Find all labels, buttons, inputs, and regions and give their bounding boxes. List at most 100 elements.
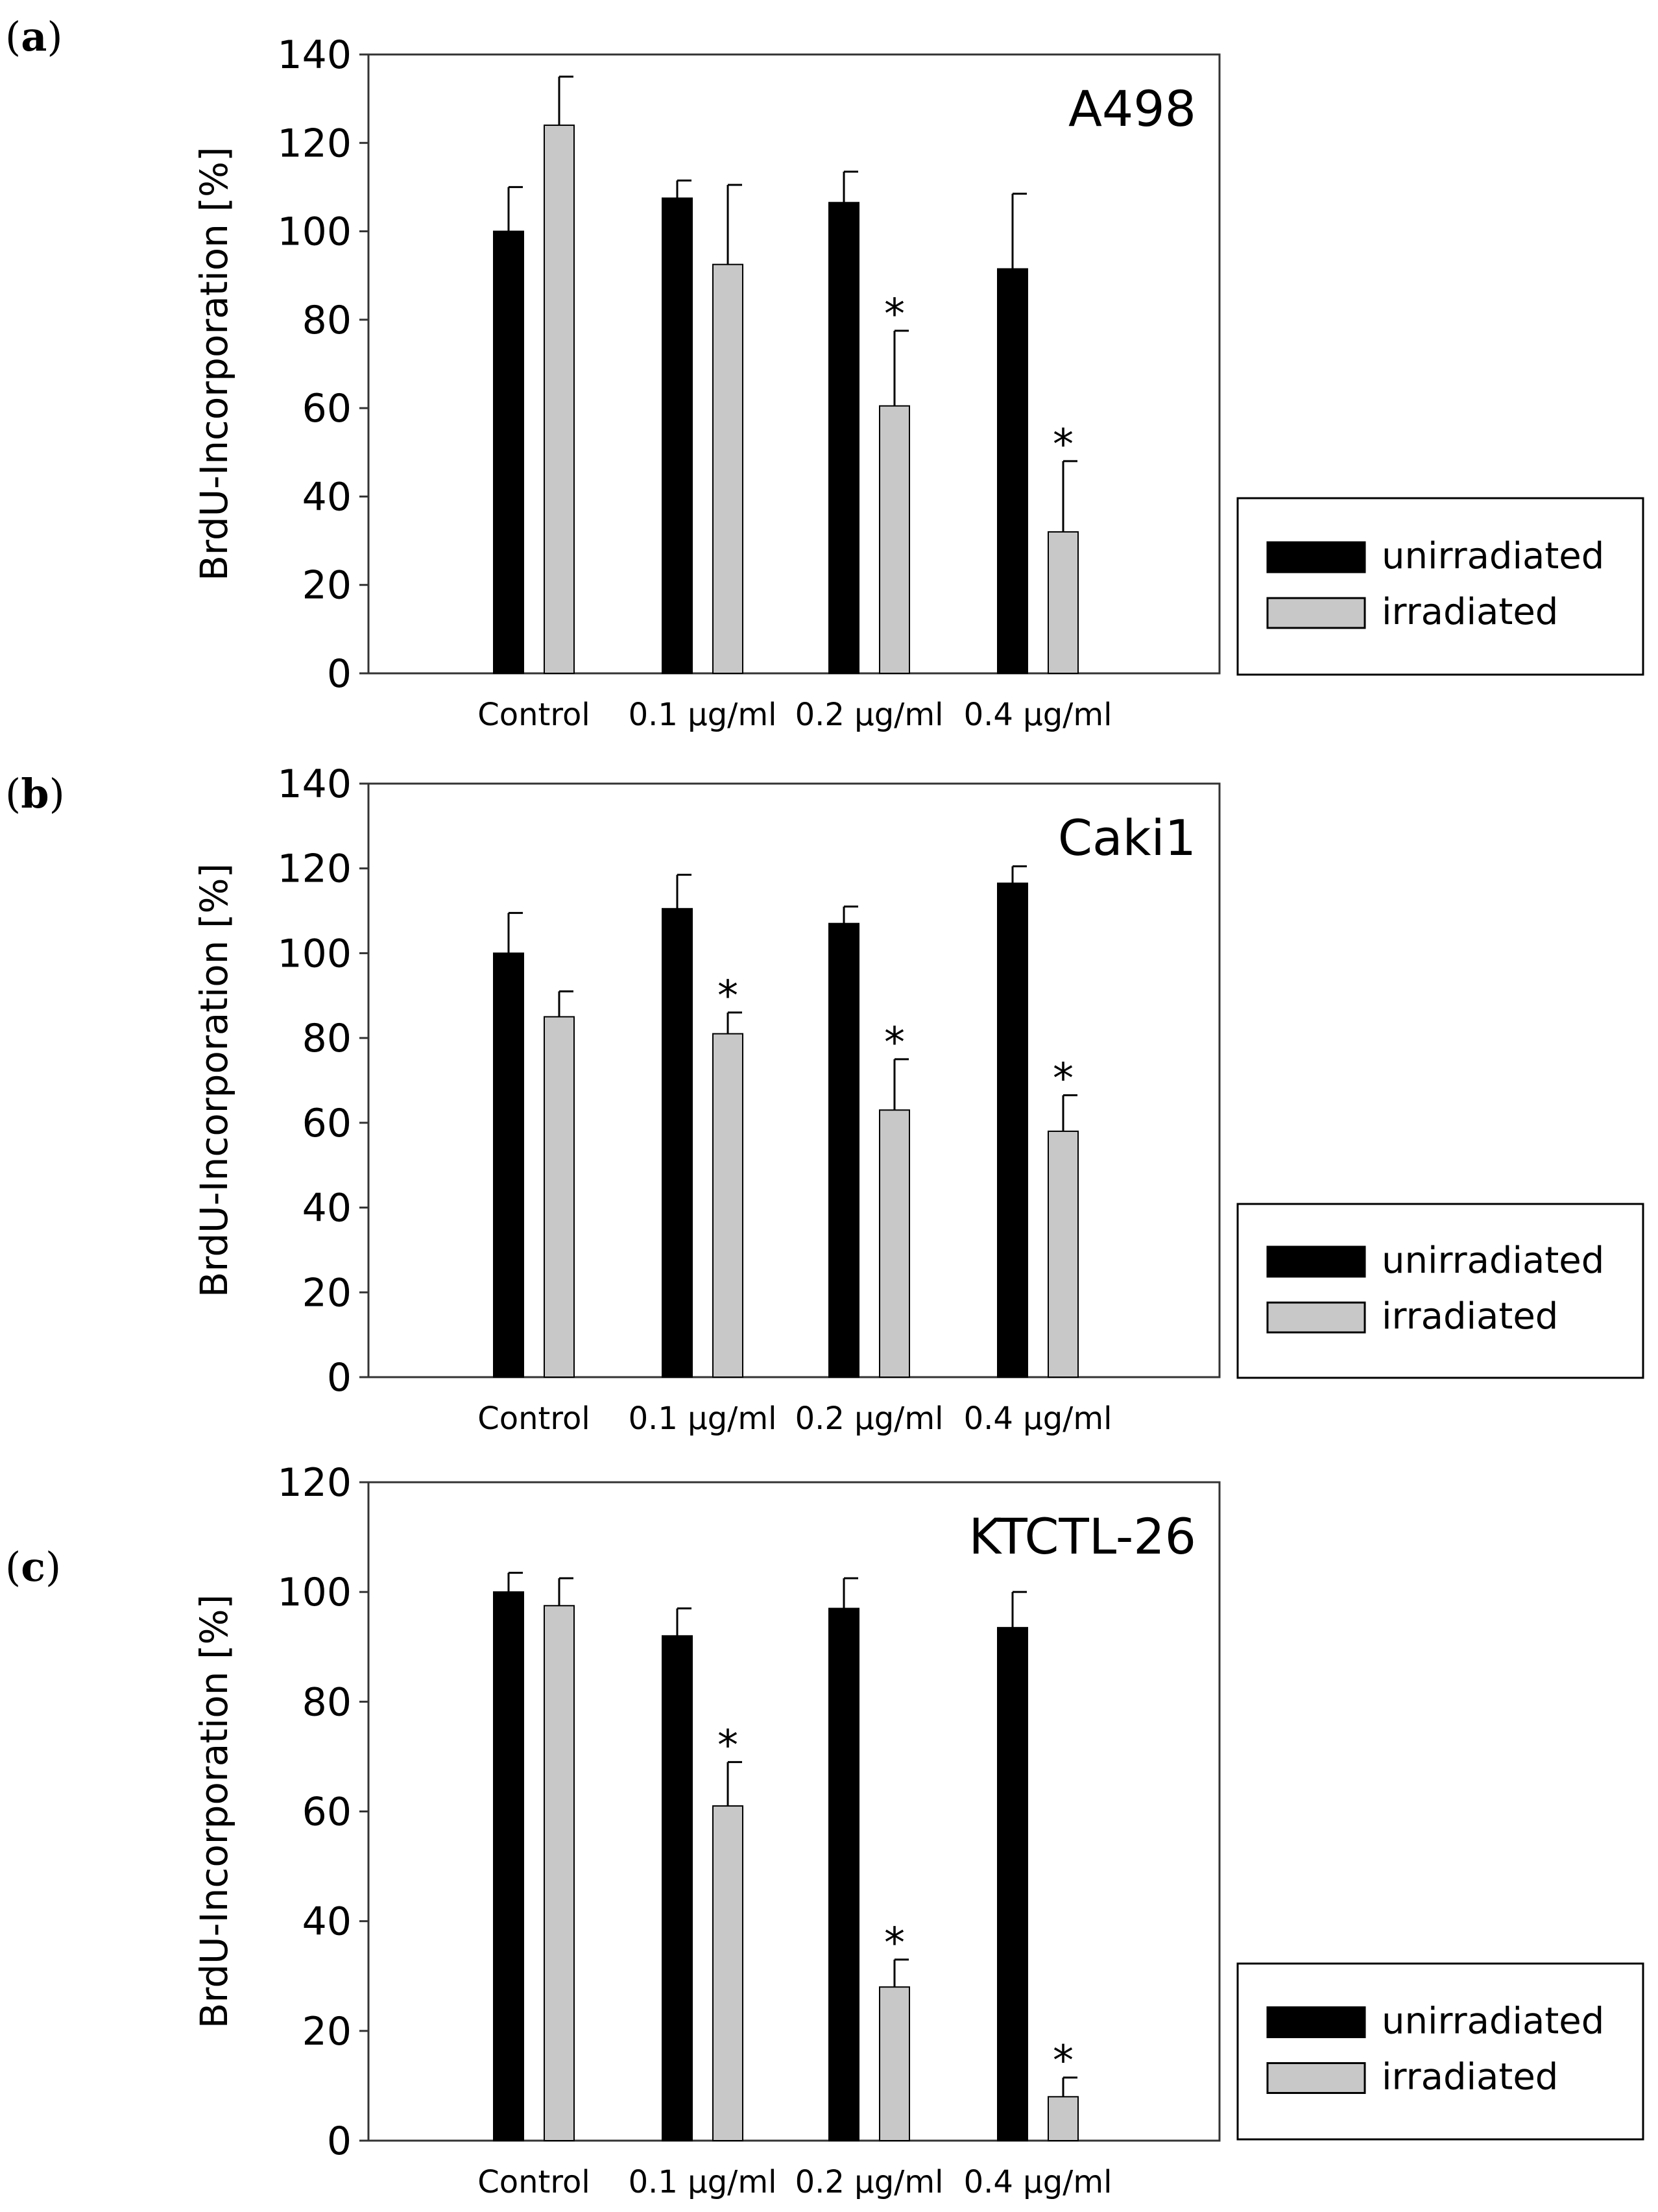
category-label: Control	[477, 1401, 590, 1437]
bar-irradiated	[879, 1986, 910, 2142]
bar-unirradiated	[828, 202, 859, 674]
category-label: 0.2 µg/ml	[795, 1401, 944, 1437]
y-tick-label: 0	[327, 1355, 352, 1401]
y-tick-label: 20	[302, 1270, 352, 1316]
y-tick-label: 40	[302, 1186, 352, 1231]
significance-marker: *	[884, 1019, 905, 1067]
plot-frame	[367, 782, 1221, 1378]
chart-title: A498	[1068, 80, 1196, 138]
chart-panel-c: (c) 0 20 40 60 80 100 120 BrdU-Incorporation [%]…	[5, 1460, 1644, 2200]
y-tick-label: 60	[302, 1101, 352, 1146]
y-tick-label: 0	[327, 651, 352, 697]
panel-label: (a)	[5, 13, 63, 60]
significance-marker: *	[717, 1722, 738, 1770]
y-tick-label: 40	[302, 1899, 352, 1945]
y-tick-label: 100	[277, 210, 352, 255]
chart-panel-a: (a) 0 20 40 60 80 100 120 140 BrdU-Incorporation …	[5, 13, 1644, 733]
bar-irradiated	[1048, 2096, 1079, 2141]
y-axis-label: BrdU-Incorporation [%]	[192, 1594, 236, 2029]
chart-title: KTCTL-26	[968, 1508, 1196, 1565]
legend-swatch-irradiated	[1266, 1301, 1366, 1334]
legend-label-unirradiated: unirradiated	[1382, 2001, 1604, 2043]
legend-swatch-unirradiated	[1266, 1245, 1366, 1278]
panel-letter: a	[21, 13, 47, 60]
panel-letter: c	[21, 1543, 45, 1591]
y-tick-label: 20	[302, 2009, 352, 2054]
y-tick-label: 60	[302, 386, 352, 431]
legend-box	[1236, 1203, 1644, 1379]
legend-swatch-irradiated	[1266, 597, 1366, 629]
bar-unirradiated	[662, 1635, 693, 2141]
bar-unirradiated	[662, 197, 693, 674]
category-label: 0.1 µg/ml	[629, 2164, 777, 2200]
bar-irradiated	[1048, 1130, 1079, 1378]
legend-label-irradiated: irradiated	[1382, 1295, 1558, 1338]
legend-label-unirradiated: unirradiated	[1382, 535, 1604, 577]
category-label: 0.1 µg/ml	[629, 1401, 777, 1437]
plot-frame	[367, 53, 1221, 675]
bar-unirradiated	[828, 1607, 859, 2142]
category-label: 0.2 µg/ml	[795, 697, 944, 733]
y-tick-label: 20	[302, 563, 352, 608]
bar-irradiated	[879, 1109, 910, 1378]
category-label: Control	[477, 2164, 590, 2200]
significance-marker: *	[884, 1919, 905, 1967]
panel-label: (b)	[5, 770, 65, 817]
bar-unirradiated	[997, 882, 1028, 1378]
y-tick-label: 80	[302, 298, 352, 343]
y-tick-label: 100	[277, 1570, 352, 1615]
significance-marker: *	[1053, 1055, 1074, 1103]
y-tick-label: 80	[302, 1679, 352, 1725]
significance-marker: *	[1053, 421, 1074, 469]
y-axis-label: BrdU-Incorporation [%]	[192, 863, 236, 1298]
y-tick-label: 60	[302, 1790, 352, 1835]
bar-irradiated	[712, 1805, 743, 2142]
bar-irradiated	[712, 263, 743, 674]
chart-title: Caki1	[1058, 809, 1196, 867]
bar-unirradiated	[493, 952, 524, 1378]
chart-panel-b: (b) 0 20 40 60 80 100 120 140 BrdU-Incorporation …	[5, 762, 1644, 1437]
legend-box	[1236, 1962, 1644, 2141]
bar-unirradiated	[997, 268, 1028, 674]
y-tick-label: 120	[277, 847, 352, 892]
legend-label-unirradiated: unirradiated	[1382, 1240, 1604, 1282]
panel-paren-open: (	[5, 1543, 21, 1591]
y-tick-label: 140	[277, 32, 352, 78]
category-label: Control	[477, 697, 590, 733]
legend-box	[1236, 497, 1644, 676]
legend-swatch-unirradiated	[1266, 541, 1366, 573]
bar-unirradiated	[493, 230, 524, 675]
y-tick-label: 40	[302, 474, 352, 520]
significance-marker: *	[884, 291, 905, 339]
bar-unirradiated	[997, 1627, 1028, 2141]
bar-unirradiated	[493, 1591, 524, 2142]
y-tick-label: 100	[277, 931, 352, 976]
y-tick-label: 140	[277, 762, 352, 807]
significance-marker: *	[717, 972, 738, 1020]
bar-irradiated	[879, 405, 910, 674]
category-label: 0.4 µg/ml	[964, 1401, 1112, 1437]
panel-paren-close: )	[49, 770, 65, 817]
legend-swatch-unirradiated	[1266, 2006, 1366, 2038]
bar-irradiated	[544, 1605, 575, 2141]
bar-irradiated	[544, 125, 575, 674]
category-label: 0.2 µg/ml	[795, 2164, 944, 2200]
panel-paren-open: (	[5, 770, 21, 817]
bar-unirradiated	[662, 908, 693, 1378]
category-label: 0.4 µg/ml	[964, 2164, 1112, 2200]
bar-irradiated	[712, 1033, 743, 1378]
category-label: 0.4 µg/ml	[964, 697, 1112, 733]
legend-swatch-irradiated	[1266, 2062, 1366, 2094]
panel-paren-close: )	[45, 1543, 61, 1591]
significance-marker: *	[1053, 2038, 1074, 2086]
panel-paren-close: )	[47, 13, 62, 60]
y-axis-label: BrdU-Incorporation [%]	[192, 147, 236, 581]
bar-irradiated	[1048, 531, 1079, 675]
bar-unirradiated	[828, 922, 859, 1378]
panel-letter: b	[21, 770, 49, 817]
panel-paren-open: (	[5, 13, 21, 60]
y-tick-label: 0	[327, 2119, 352, 2164]
panel-label: (c)	[5, 1543, 61, 1591]
y-tick-label: 120	[277, 121, 352, 166]
